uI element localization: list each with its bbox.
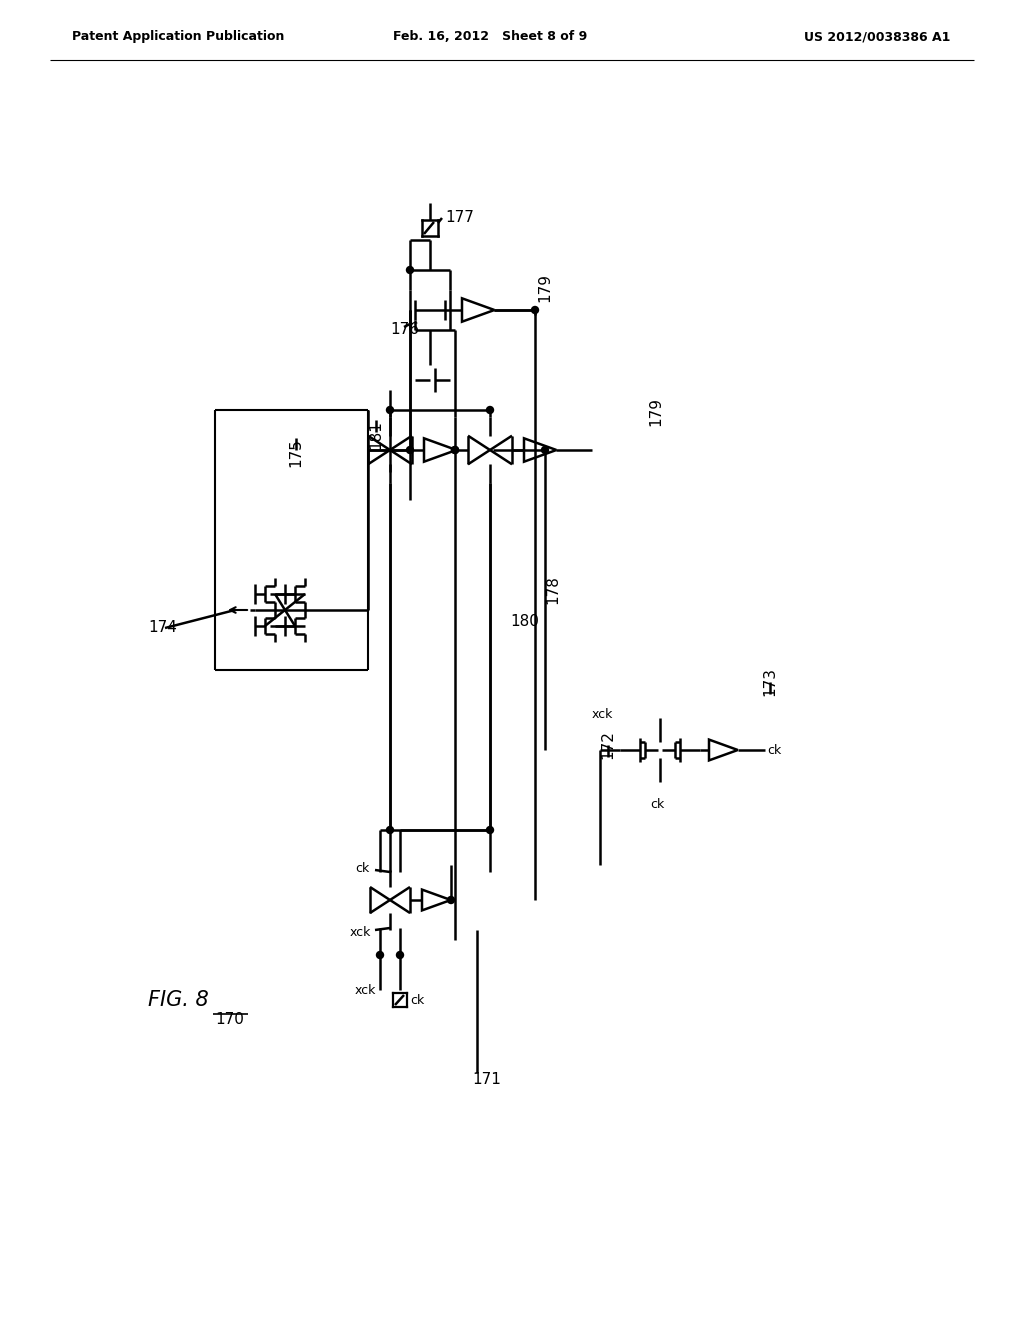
Text: 180: 180 <box>510 615 539 630</box>
Text: 179: 179 <box>537 273 552 302</box>
Circle shape <box>542 446 549 454</box>
Text: 171: 171 <box>472 1072 501 1086</box>
Circle shape <box>452 446 459 454</box>
Text: ck: ck <box>355 862 370 874</box>
Text: 174: 174 <box>148 620 177 635</box>
Text: Patent Application Publication: Patent Application Publication <box>72 30 285 44</box>
Circle shape <box>447 896 455 903</box>
Circle shape <box>407 267 414 273</box>
Circle shape <box>386 407 393 413</box>
Text: US 2012/0038386 A1: US 2012/0038386 A1 <box>804 30 950 44</box>
Circle shape <box>531 306 539 314</box>
Circle shape <box>377 952 384 958</box>
Text: ck: ck <box>410 994 424 1006</box>
Text: 170: 170 <box>215 1012 244 1027</box>
Text: xck: xck <box>355 983 377 997</box>
Circle shape <box>407 446 414 454</box>
Text: FIG. 8: FIG. 8 <box>148 990 209 1010</box>
Text: Feb. 16, 2012   Sheet 8 of 9: Feb. 16, 2012 Sheet 8 of 9 <box>393 30 587 44</box>
Circle shape <box>452 446 459 454</box>
Text: 173: 173 <box>762 668 777 697</box>
Circle shape <box>486 826 494 833</box>
Text: 175: 175 <box>288 438 303 467</box>
Circle shape <box>386 826 393 833</box>
Text: 176: 176 <box>390 322 419 338</box>
Circle shape <box>396 952 403 958</box>
Text: 181: 181 <box>368 420 383 449</box>
Text: ck: ck <box>767 743 781 756</box>
Text: ck: ck <box>650 799 665 810</box>
Text: 172: 172 <box>600 730 615 759</box>
Circle shape <box>486 407 494 413</box>
Text: 177: 177 <box>445 210 474 226</box>
Text: 179: 179 <box>648 397 663 426</box>
Text: xck: xck <box>592 708 613 721</box>
Text: 178: 178 <box>545 576 560 605</box>
Text: xck: xck <box>350 925 372 939</box>
